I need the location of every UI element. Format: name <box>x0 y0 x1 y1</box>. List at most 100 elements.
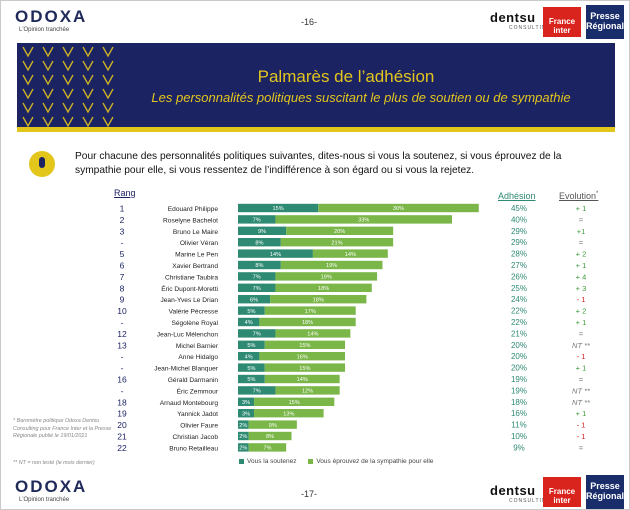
rank-label: 10 <box>117 306 127 316</box>
bar-label-sympathie: 14% <box>307 332 318 338</box>
adhesion-value: 24% <box>511 295 527 304</box>
bar-label-soutien: 7% <box>253 218 261 224</box>
dentsu-logo: dentsu <box>490 10 536 25</box>
bar-sympathie <box>280 238 394 247</box>
bar-label-sympathie: 20% <box>334 229 345 235</box>
adhesion-value: 9% <box>513 443 525 452</box>
evolution-value: = <box>579 238 584 247</box>
bar-label-soutien: 2% <box>239 446 247 452</box>
bar-label-soutien: 8% <box>255 240 263 246</box>
evolution-value: - 1 <box>577 421 586 430</box>
evolution-value: + 3 <box>576 284 587 293</box>
evolution-value: = <box>579 375 584 384</box>
rank-label: - <box>121 238 124 248</box>
rank-label: 8 <box>120 283 125 293</box>
adhesion-value: 26% <box>511 272 527 281</box>
bar-label-soutien: 7% <box>253 275 261 281</box>
france-inter-logo-footer: France inter <box>543 477 581 507</box>
bar-label-sympathie: 15% <box>289 400 300 406</box>
person-name: Jean-Yves Le Drian <box>160 297 218 304</box>
adhesion-value: 25% <box>511 284 527 293</box>
bar-label-sympathie: 21% <box>331 240 342 246</box>
bar-label-soutien: 7% <box>253 389 261 395</box>
person-name: Bruno Retailleau <box>169 445 218 452</box>
bar-label-soutien: 4% <box>245 354 253 360</box>
rank-label: 21 <box>117 432 127 442</box>
adhesion-value: 20% <box>511 364 527 373</box>
bar-label-sympathie: 18% <box>302 320 313 326</box>
adhesion-value: 21% <box>511 329 527 338</box>
dentsu-logo-footer: dentsu <box>490 483 536 498</box>
rank-label: 1 <box>120 204 125 214</box>
bar-sympathie <box>259 352 345 361</box>
adhesion-value: 16% <box>511 409 527 418</box>
nt-note: ** NT = non testé (le mois dernier) <box>13 460 95 466</box>
evolution-value: = <box>579 443 584 452</box>
bar-soutien <box>238 352 260 361</box>
adhesion-value: 29% <box>511 238 527 247</box>
bar-soutien <box>238 238 281 247</box>
banner-underline <box>17 127 615 132</box>
bar-label-soutien: 5% <box>247 366 255 372</box>
person-name: Gérald Darmanin <box>168 377 219 384</box>
bar-sympathie <box>286 226 394 235</box>
legend-label-soutien: Vous la soutenez <box>247 458 297 465</box>
rank-label: - <box>121 318 124 328</box>
odoxa-logo-footer: ODOXA <box>15 477 88 496</box>
person-name: Yannick Jadot <box>177 411 218 418</box>
presse-regionale-logo: Presse Régionale <box>586 5 629 39</box>
person-name: Arnaud Montebourg <box>160 400 219 407</box>
odoxa-tagline-footer: L'Opinion tranchée <box>19 497 70 503</box>
evolution-value: + 1 <box>576 364 587 373</box>
bar-soutien <box>238 226 287 235</box>
bar-label-soutien: 4% <box>245 320 253 326</box>
person-name: Jean-Luc Mélenchon <box>157 331 219 338</box>
bar-sympathie <box>275 215 452 224</box>
evolution-value: + 2 <box>576 250 587 259</box>
bar-label-soutien: 2% <box>239 434 247 440</box>
bar-label-soutien: 7% <box>253 286 261 292</box>
bar-label-sympathie: 17% <box>305 309 316 315</box>
bar-soutien <box>238 317 260 327</box>
evolution-header-label: Evolution <box>559 191 597 201</box>
bar-sympathie <box>275 283 372 292</box>
source-note: * Baromètre politique Odoxa Dentsu Consu… <box>13 418 112 439</box>
bar-label-sympathie: 18% <box>318 286 329 292</box>
rank-label: 18 <box>117 397 127 407</box>
bar-soutien <box>238 363 265 372</box>
rank-label: 2 <box>120 215 125 225</box>
legend-label-sympathie: Vous éprouvez de la sympathie pour elle <box>316 458 434 465</box>
bar-sympathie <box>275 386 340 395</box>
bar-label-sympathie: 9% <box>269 423 277 429</box>
rank-column-header: Rang <box>114 188 136 198</box>
evolution-value: + 4 <box>576 272 587 281</box>
bar-soutien <box>238 249 313 258</box>
bar-label-soutien: 3% <box>242 411 250 417</box>
chart-legend: Vous la soutenez Vous éprouvez de la sym… <box>239 458 433 465</box>
bar-label-sympathie: 14% <box>297 377 308 383</box>
bar-soutien <box>238 420 249 429</box>
bar-soutien <box>238 215 276 224</box>
evolution-value: +1 <box>577 227 586 236</box>
bar-soutien <box>238 340 265 349</box>
person-name: Anne Hidalgo <box>178 354 218 361</box>
adhesion-value: 28% <box>511 250 527 259</box>
bar-sympathie <box>275 329 351 338</box>
bar-sympathie <box>275 272 378 281</box>
evolution-value: + 1 <box>576 318 587 327</box>
bar-label-soutien: 5% <box>247 343 255 349</box>
bar-soutien <box>238 295 271 304</box>
bar-label-sympathie: 16% <box>297 354 308 360</box>
adhesion-value: 22% <box>511 318 527 327</box>
person-name: Xavier Bertrand <box>172 263 218 270</box>
bar-soutien <box>238 272 276 281</box>
person-name: Christian Jacob <box>173 434 219 441</box>
presse-regionale-logo-footer: Presse Régionale <box>586 475 629 509</box>
person-name: Olivier Véran <box>180 240 218 247</box>
bar-label-sympathie: 7% <box>263 446 271 452</box>
adhesion-value: 18% <box>511 398 527 407</box>
bar-soutien <box>238 329 276 338</box>
bar-label-sympathie: 19% <box>321 275 332 281</box>
person-name: Christiane Taubira <box>165 274 218 281</box>
